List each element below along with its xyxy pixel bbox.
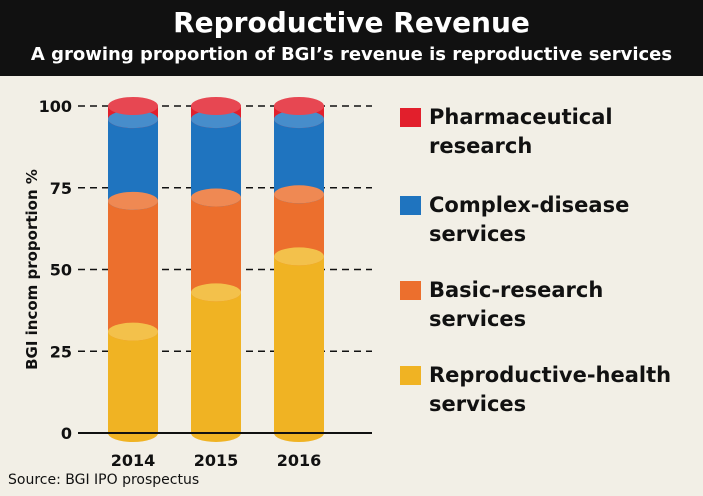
y-tick-label: 100 <box>39 97 72 116</box>
bar-segment-top <box>108 322 158 341</box>
chart-subtitle: A growing proportion of BGI’s revenue is… <box>30 44 673 65</box>
legend-label: Basic-research <box>429 278 603 302</box>
legend-swatch <box>400 196 421 215</box>
bar-segment-top <box>108 191 158 210</box>
bar-segment <box>191 119 241 207</box>
legend-label: services <box>429 307 526 331</box>
bar-segment-top <box>191 110 241 129</box>
legend-label: services <box>429 392 526 416</box>
bar-segment <box>108 119 158 210</box>
bar-segment <box>274 194 324 266</box>
x-tick-label: 2014 <box>111 451 156 470</box>
bar-segment-top <box>274 247 324 266</box>
legend-swatch <box>400 281 421 300</box>
bar-segment-top <box>108 110 158 129</box>
x-tick-label: 2016 <box>277 451 322 470</box>
y-tick-label: 75 <box>50 179 72 198</box>
bar-segment <box>191 292 241 442</box>
bar-segment-top <box>191 188 241 207</box>
chart-title: Reproductive Revenue <box>173 6 530 39</box>
legend-swatch <box>400 366 421 385</box>
bar-segment-top <box>274 110 324 129</box>
y-tick-label: 25 <box>50 342 72 361</box>
bar-segment-top <box>274 185 324 204</box>
x-tick-label: 2015 <box>194 451 239 470</box>
legend-swatch <box>400 108 421 127</box>
stacked-bar-chart: 0 25 50 75 100 BGI incom proportion % 2014 2015… <box>23 97 671 470</box>
y-tick-label: 50 <box>50 261 72 280</box>
bar-segment <box>108 200 158 341</box>
bar-segment-top <box>108 97 158 115</box>
legend-label: Complex-disease <box>429 193 629 217</box>
y-tick-label: 0 <box>61 424 72 443</box>
legend-label: services <box>429 222 526 246</box>
bar-segment-top <box>191 97 241 115</box>
y-axis-label: BGI incom proportion % <box>23 169 41 370</box>
source-note: Source: BGI IPO prospectus <box>8 472 200 488</box>
bar-segment <box>108 331 158 442</box>
bar-segment <box>274 119 324 204</box>
bar-segment-top <box>191 283 241 302</box>
chart-header: Reproductive Revenue A growing proportio… <box>0 0 703 76</box>
legend-label: Reproductive-health <box>429 363 671 387</box>
bar-segment <box>274 256 324 442</box>
bar-segment-top <box>274 97 324 115</box>
legend-label: Pharmaceutical <box>429 105 613 129</box>
legend-label: research <box>429 134 532 158</box>
bar-segment <box>191 197 241 302</box>
